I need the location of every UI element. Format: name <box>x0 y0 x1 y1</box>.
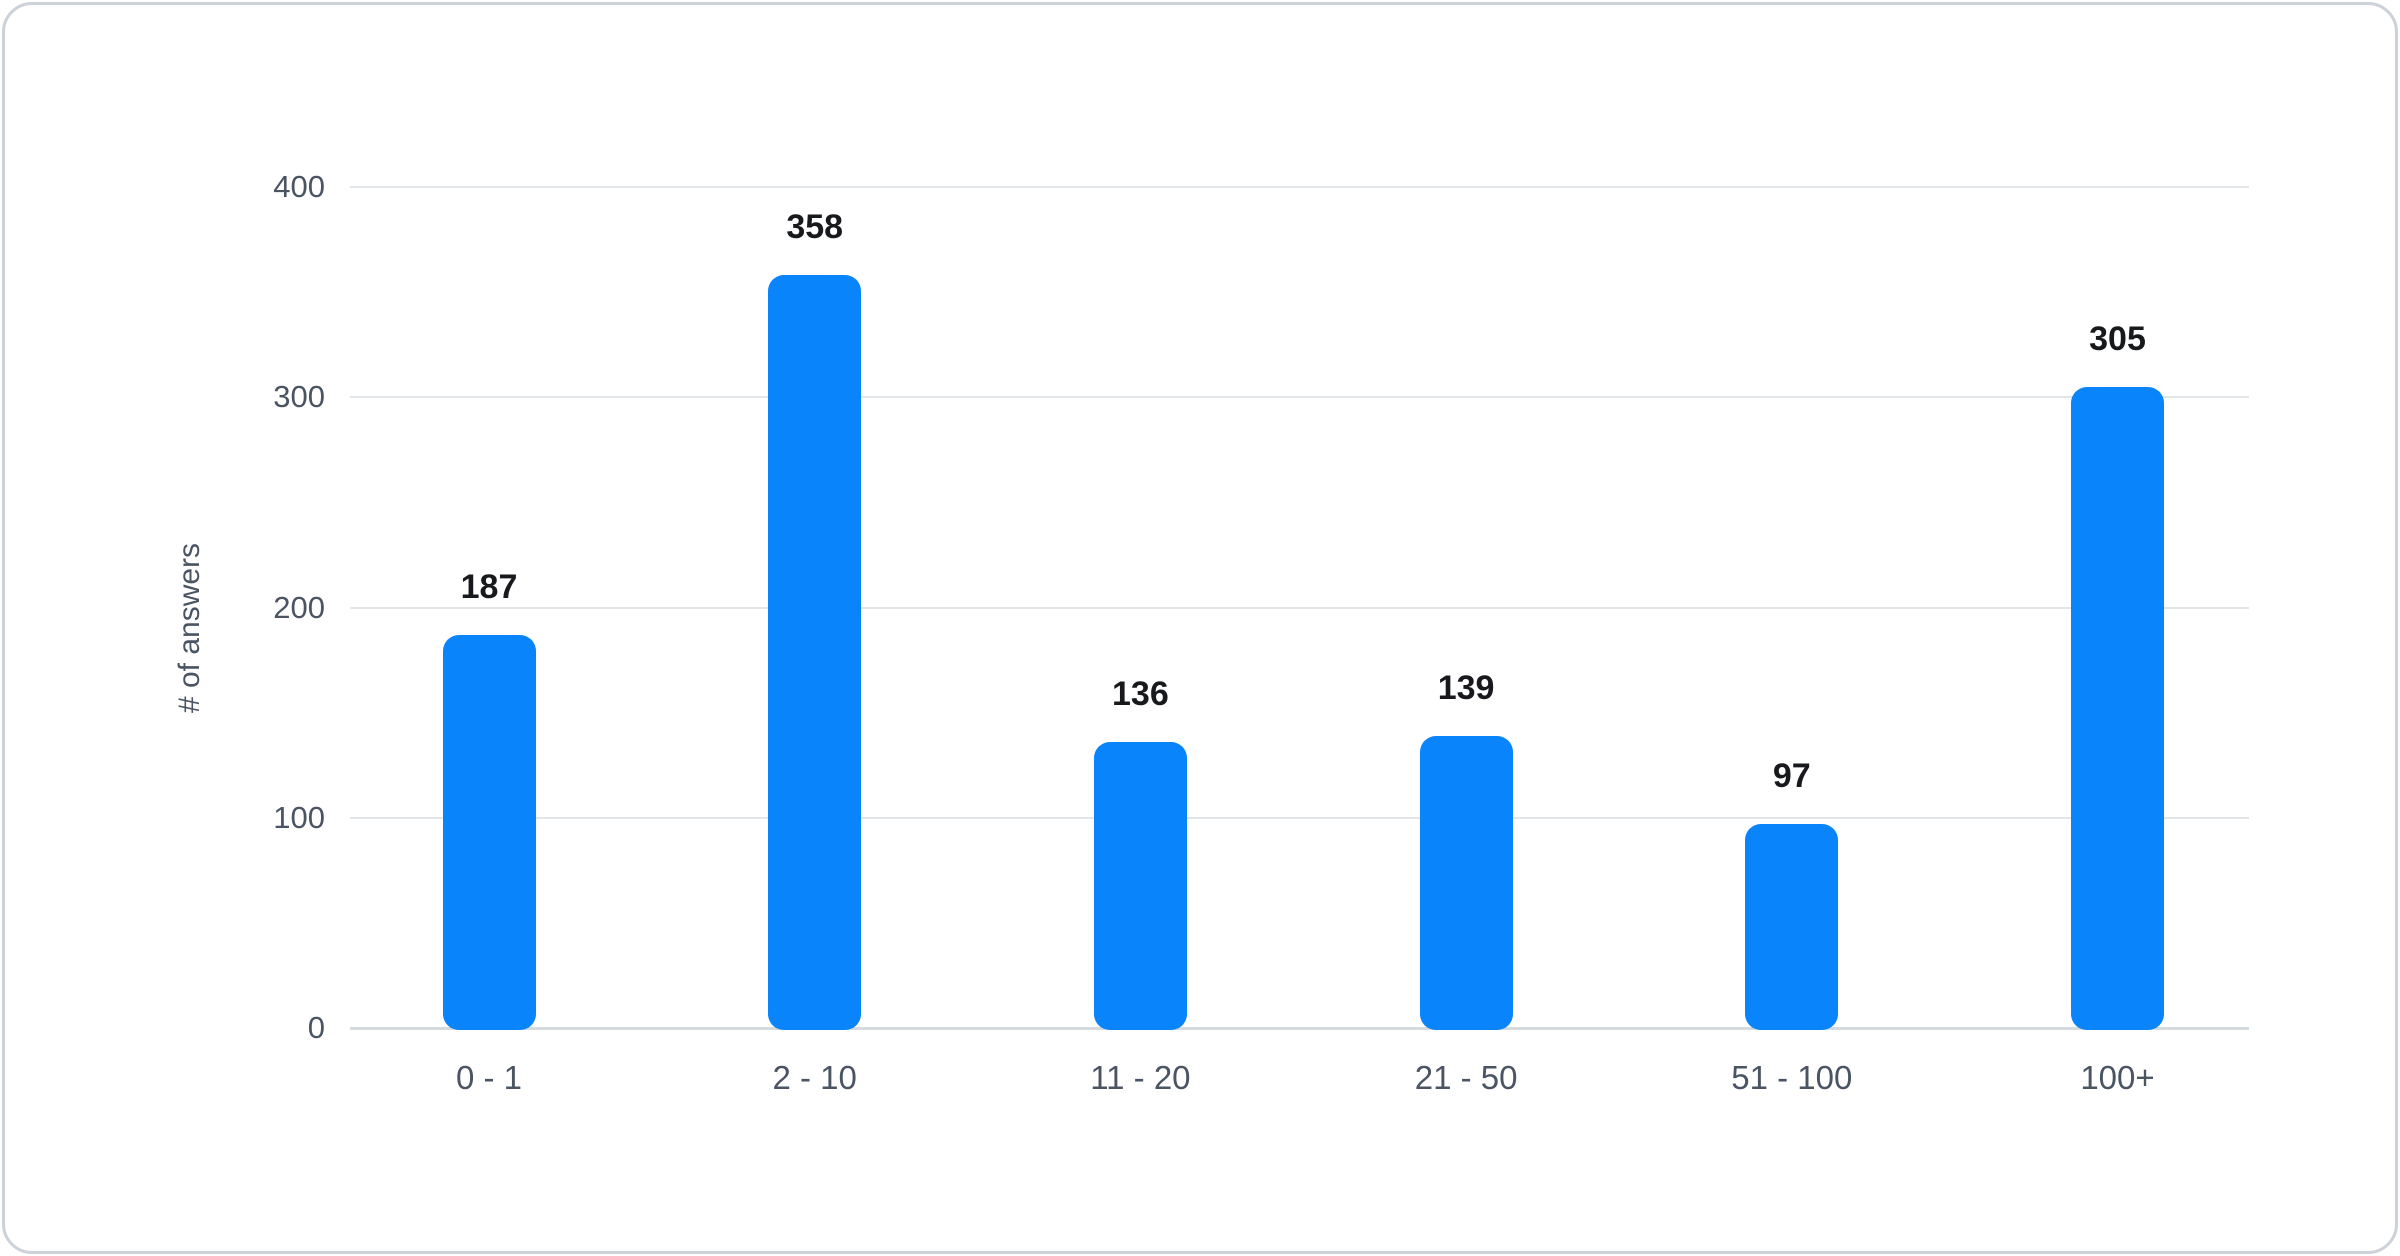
y-tick-label-400: 400 <box>273 169 325 204</box>
gridline-0 <box>350 1027 2249 1030</box>
x-axis-label-51-100: 51 - 100 <box>1731 1059 1853 1096</box>
x-axis-label-100plus: 100+ <box>2080 1059 2155 1096</box>
bar-2-10 <box>768 275 862 1030</box>
bar-11-20 <box>1093 742 1187 1030</box>
y-tick-label-100: 100 <box>273 799 325 835</box>
bar-chart: # of answers 0 100 200 300 400 187 358 136 139 9… <box>5 5 2395 1251</box>
gridline-400 <box>350 186 2249 188</box>
bar-value-label-100plus: 305 <box>2089 319 2146 358</box>
bar-0-1 <box>442 634 536 1030</box>
bar-value-label-51-100: 97 <box>1772 757 1811 796</box>
bar-100plus <box>2071 386 2164 1030</box>
gridline-200 <box>350 606 2249 609</box>
gridline-100 <box>350 816 2249 819</box>
gridline-300 <box>350 396 2249 399</box>
x-axis-label-0-1: 0 - 1 <box>455 1059 523 1096</box>
bar-value-label-0-1: 187 <box>460 567 518 606</box>
y-tick-label-200: 200 <box>273 589 325 625</box>
bar-value-label-21-50: 139 <box>1437 668 1495 707</box>
bar-21-50 <box>1419 735 1513 1030</box>
bar-value-label-11-20: 136 <box>1112 675 1169 714</box>
y-axis-title: # of answers <box>173 542 206 714</box>
x-axis-label-21-50: 21 - 50 <box>1414 1059 1518 1096</box>
bar-value-label-2-10: 358 <box>786 208 844 247</box>
bar-51-100 <box>1745 824 1839 1030</box>
y-tick-label-0: 0 <box>307 1010 325 1045</box>
x-axis-label-11-20: 11 - 20 <box>1090 1059 1191 1096</box>
y-tick-label-300: 300 <box>273 379 325 415</box>
x-axis-label-2-10: 2 - 10 <box>772 1059 857 1096</box>
